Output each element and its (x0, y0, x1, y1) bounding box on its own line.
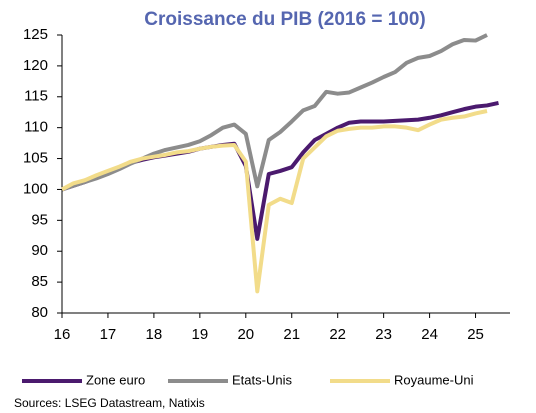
y-tick-label: 100 (23, 180, 48, 197)
chart-title: Croissance du PIB (2016 = 100) (144, 9, 425, 30)
x-tick-label: 18 (146, 326, 163, 343)
x-tick-label: 16 (54, 326, 71, 343)
x-tick-label: 19 (192, 326, 209, 343)
source: Sources: LSEG Datastream, Natixis (14, 396, 205, 410)
y-tick-label: 90 (31, 242, 48, 259)
x-tick-label: 22 (329, 326, 346, 343)
series-line (61, 33, 488, 192)
series-line (61, 109, 488, 294)
y-tick-label: 120 (23, 57, 48, 74)
x-tick-label: 21 (283, 326, 300, 343)
x-tick-label: 20 (237, 326, 254, 343)
y-tick-label: 85 (31, 273, 48, 290)
legend-label: Royaume-Uni (394, 372, 474, 387)
x-tick-label: 17 (100, 326, 117, 343)
y-tick-label: 110 (24, 119, 48, 136)
legend-label: Zone euro (86, 372, 145, 387)
y-tick-label: 125 (23, 26, 48, 43)
y-tick-label: 95 (31, 211, 48, 228)
y-tick-label: 115 (24, 88, 48, 105)
legend-label: Etats-Unis (232, 372, 292, 387)
x-tick-label: 23 (375, 326, 392, 343)
x-tick-label: 25 (467, 326, 484, 343)
y-tick-label: 80 (31, 304, 48, 321)
y-tick-label: 105 (23, 150, 48, 167)
x-tick-label: 24 (421, 326, 438, 343)
